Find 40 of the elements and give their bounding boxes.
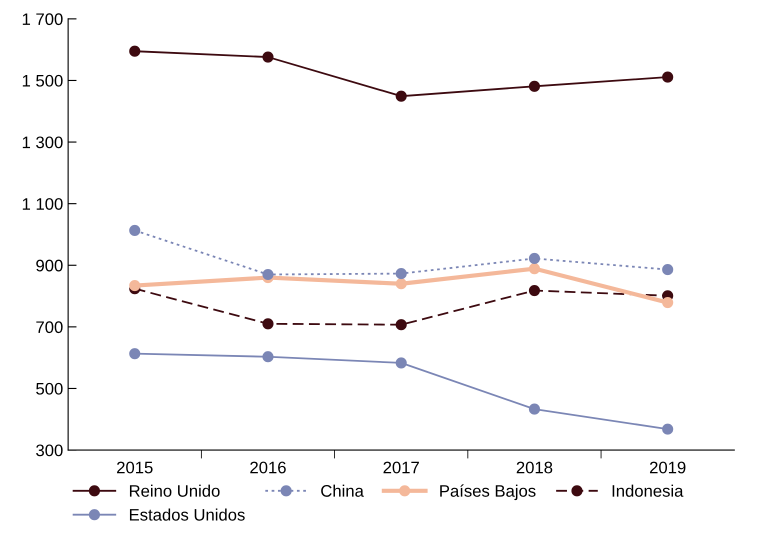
point: [129, 46, 140, 57]
point: [662, 264, 674, 276]
x-tick-label: 2016: [250, 462, 286, 474]
point: [528, 284, 540, 296]
y-tick-label: 900: [36, 260, 63, 272]
point: [396, 268, 407, 280]
legend-label: China: [321, 484, 364, 497]
point: [129, 280, 140, 292]
x-tick-label: 2018: [516, 462, 552, 474]
point: [528, 252, 540, 264]
point: [528, 80, 540, 92]
point: [528, 263, 540, 274]
y-tick-label: 300: [36, 444, 63, 456]
point: [262, 268, 274, 280]
legend-label: Indonesia: [612, 484, 684, 497]
point: [262, 318, 274, 330]
point: [129, 348, 140, 360]
y-tick-label: 700: [36, 321, 63, 334]
point: [662, 424, 674, 435]
point: [528, 404, 540, 415]
y-tick-label: 1 100: [22, 198, 63, 210]
point: [262, 351, 274, 362]
x-tick-label: 2015: [117, 462, 153, 474]
point: [662, 72, 674, 83]
legend-label: Países Bajos: [440, 484, 536, 500]
y-tick-label: 1 700: [22, 13, 63, 26]
point: [396, 357, 407, 368]
point: [396, 278, 407, 290]
point: [129, 224, 140, 236]
legend-label: Estados Unidos: [130, 508, 245, 521]
y-tick-label: 1 300: [22, 136, 63, 148]
point: [262, 52, 274, 63]
x-tick-label: 2017: [384, 462, 419, 474]
point: [396, 319, 407, 330]
y-tick-label: 500: [36, 382, 63, 395]
x-tick-label: 2019: [650, 462, 686, 474]
y-tick-label: 1 500: [22, 74, 63, 87]
legend-label: Reino Unido: [130, 484, 220, 497]
point: [396, 90, 407, 102]
point: [662, 296, 674, 308]
